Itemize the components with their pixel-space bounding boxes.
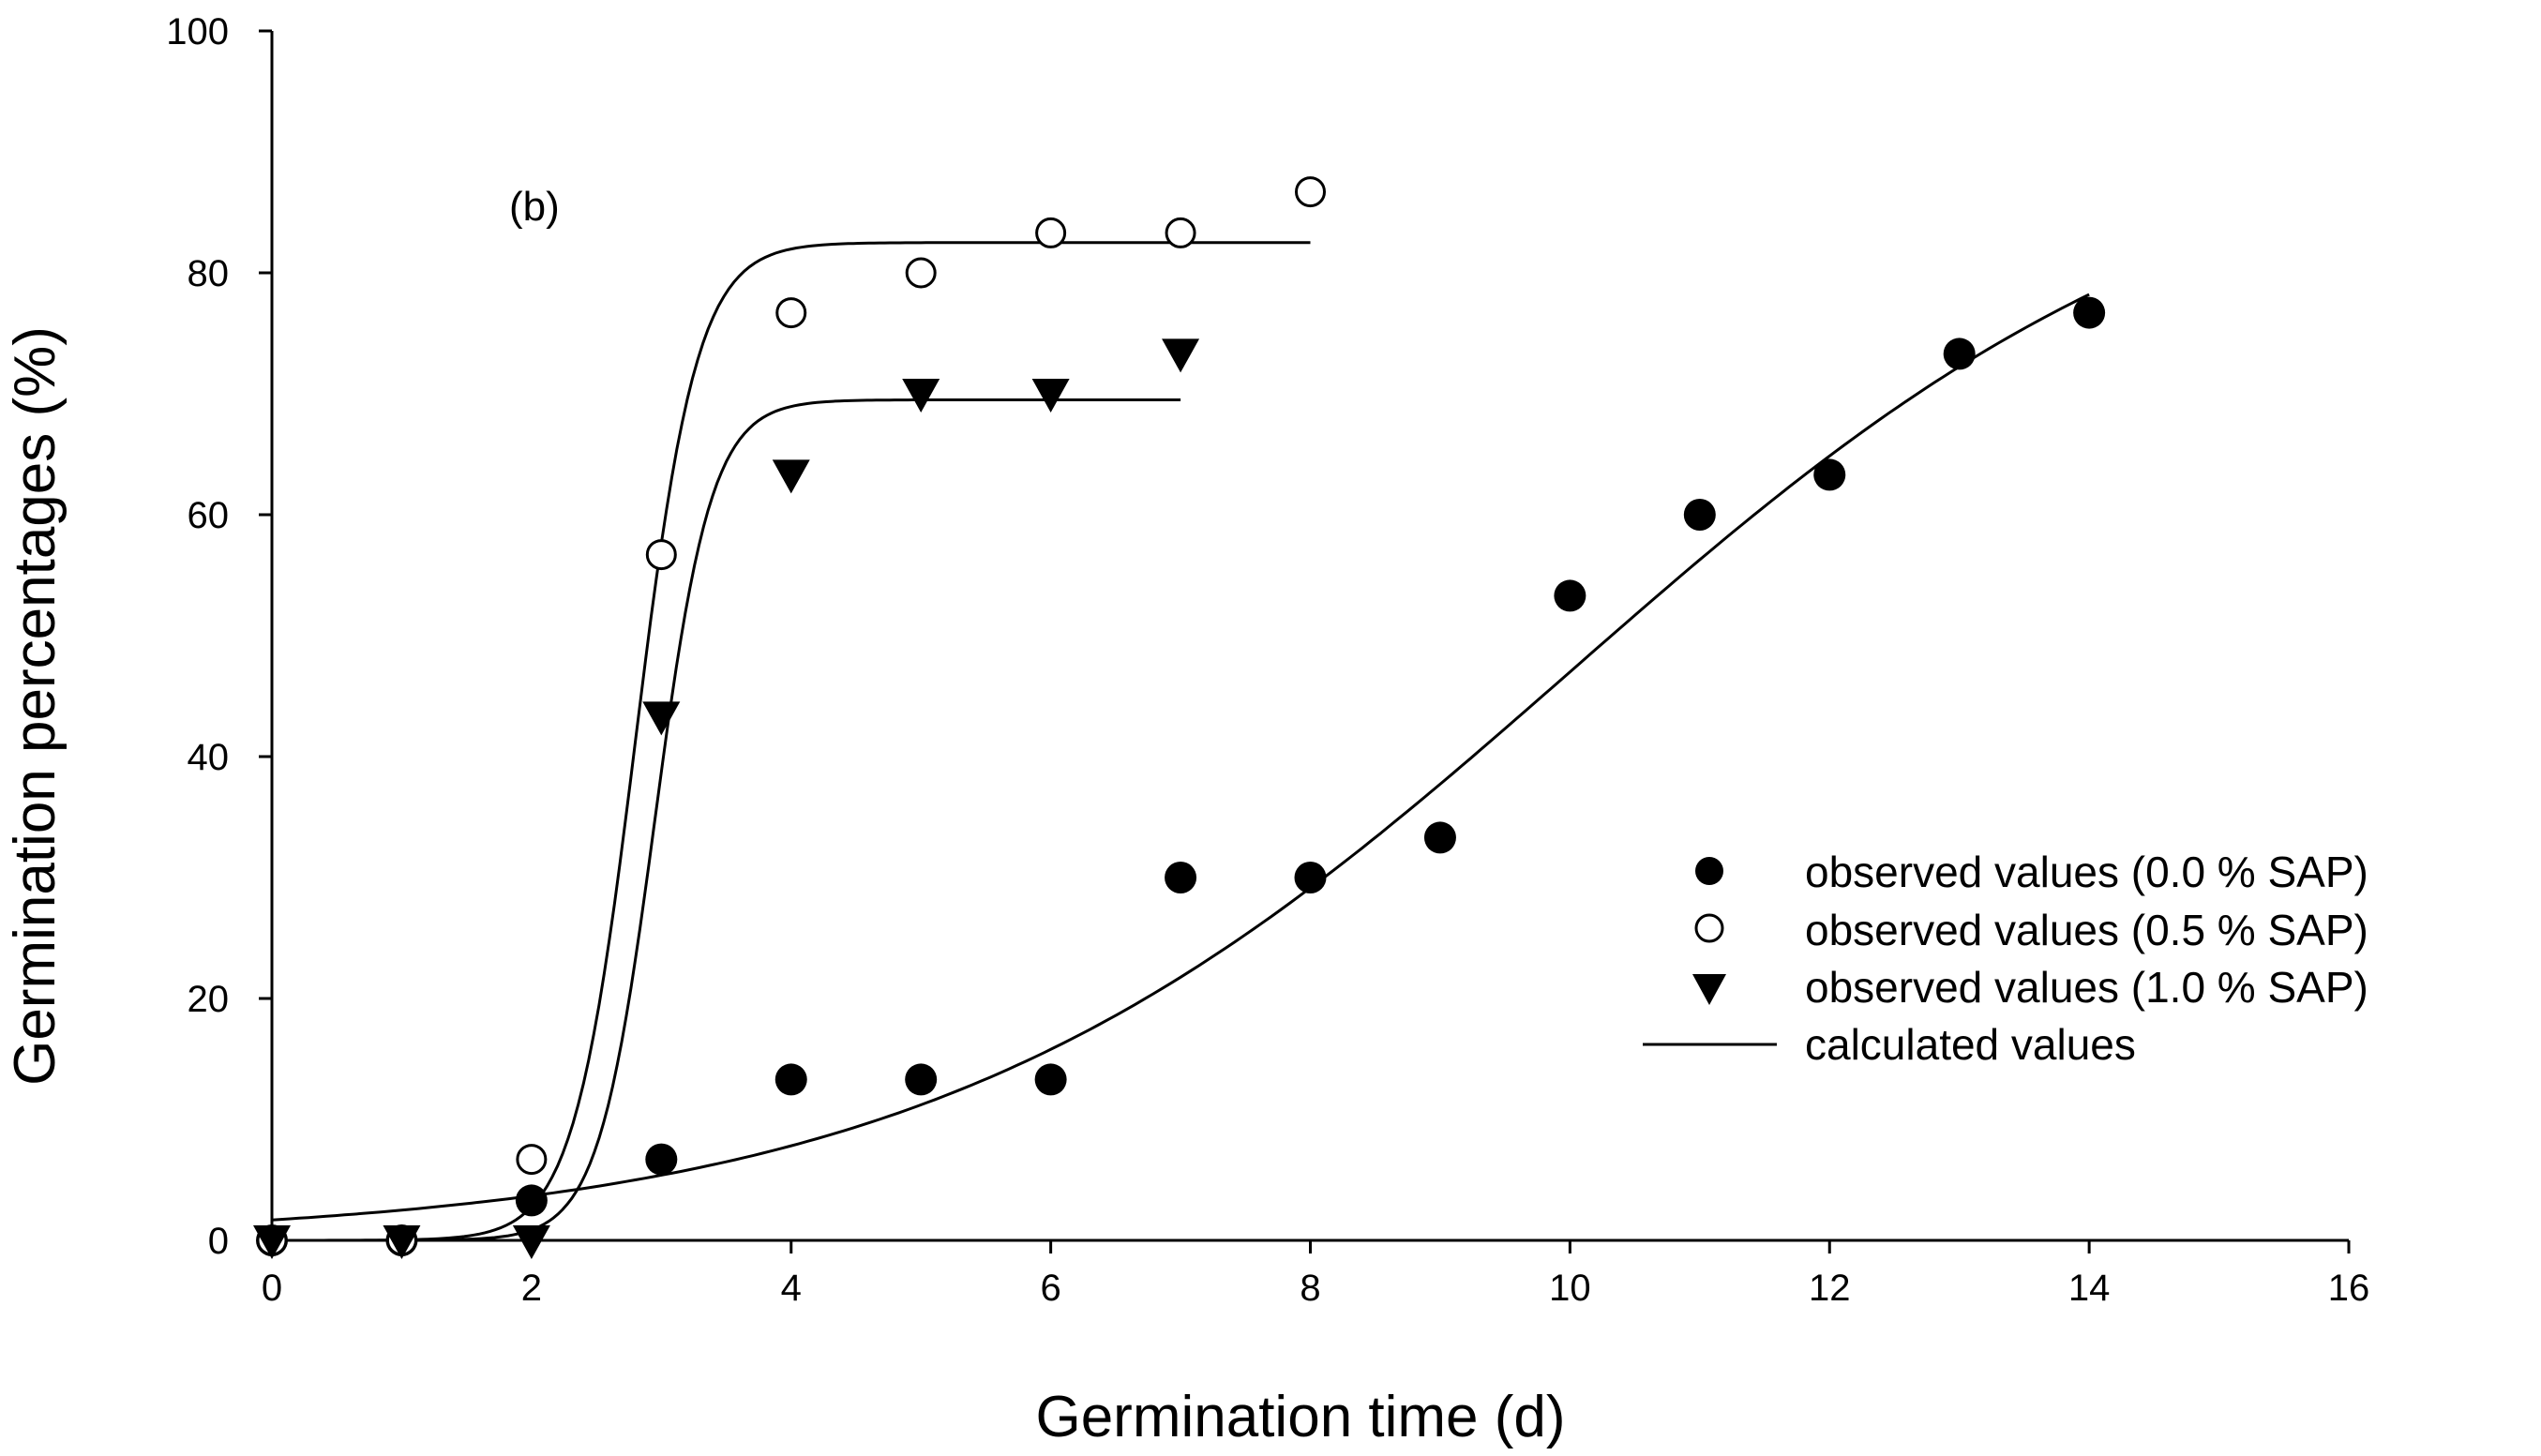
point-s0-x11 xyxy=(1683,499,1716,531)
calculated-curve-1 xyxy=(272,241,1311,1242)
series-0 xyxy=(256,296,2106,1256)
legend-label-1-0-sap: observed values (1.0 % SAP) xyxy=(1805,963,2368,1012)
x-tick-label-0: 0 xyxy=(262,1268,282,1309)
calculated-curves xyxy=(271,241,2090,1242)
calculated-curve-2 xyxy=(272,398,1181,1242)
point-s1-x6 xyxy=(1035,217,1067,248)
x-tick-label-2: 2 xyxy=(521,1268,542,1309)
axes: 0 2 4 6 8 10 12 14 16 0 20 40 60 80 100 xyxy=(166,11,2369,1309)
legend-label-0-5-sap: observed values (0.5 % SAP) xyxy=(1805,906,2368,954)
y-axis-title: Germination percentages (%) xyxy=(3,326,68,1086)
y-tick-label-20: 20 xyxy=(188,979,230,1020)
legend-marker-0-5-sap xyxy=(1694,913,1724,943)
x-tick-label-4: 4 xyxy=(781,1268,802,1309)
point-s1-x8 xyxy=(1295,176,1326,208)
observed-markers xyxy=(253,176,2106,1259)
point-s0-x12 xyxy=(1813,458,1846,491)
point-s2-x6 xyxy=(1031,379,1070,413)
point-s1-x4 xyxy=(775,297,807,329)
legend-label-calculated: calculated values xyxy=(1805,1020,2136,1069)
panel-label: (b) xyxy=(509,184,560,230)
x-tick-label-10: 10 xyxy=(1549,1268,1591,1309)
y-tick-label-100: 100 xyxy=(166,11,229,53)
point-s0-x4 xyxy=(774,1063,807,1096)
x-ticks: 0 2 4 6 8 10 12 14 16 xyxy=(262,1240,2369,1309)
point-s2-x0 xyxy=(253,1225,291,1259)
point-s2-x1 xyxy=(383,1225,421,1259)
point-s0-x10 xyxy=(1554,579,1586,612)
y-tick-label-40: 40 xyxy=(188,737,230,778)
legend-marker-0-0-sap xyxy=(1695,857,1723,885)
x-tick-label-14: 14 xyxy=(2068,1268,2111,1309)
legend-label-0-0-sap: observed values (0.0 % SAP) xyxy=(1805,848,2368,896)
calculated-curve-0 xyxy=(271,293,2090,1222)
point-s2-x3 xyxy=(642,701,681,736)
point-s0-x9 xyxy=(1423,821,1456,854)
y-ticks: 0 20 40 60 80 100 xyxy=(166,11,272,1262)
legend-marker-1-0-sap xyxy=(1692,974,1726,1005)
point-s0-x14 xyxy=(2073,296,2106,329)
point-s0-x5 xyxy=(905,1063,938,1096)
x-tick-label-12: 12 xyxy=(1809,1268,1851,1309)
point-s0-x7 xyxy=(1165,862,1197,893)
point-s1-x5 xyxy=(905,257,937,289)
y-tick-label-80: 80 xyxy=(188,253,230,294)
y-tick-label-0: 0 xyxy=(208,1221,229,1262)
point-s2-x2 xyxy=(512,1225,550,1259)
x-tick-label-16: 16 xyxy=(2328,1268,2370,1309)
y-tick-label-60: 60 xyxy=(188,495,230,536)
point-s2-x5 xyxy=(902,379,940,413)
point-s1-x7 xyxy=(1165,217,1196,248)
x-tick-label-6: 6 xyxy=(1041,1268,1061,1309)
point-s2-x7 xyxy=(1162,338,1200,373)
point-s0-x13 xyxy=(1943,338,1976,370)
x-tick-label-8: 8 xyxy=(1300,1268,1320,1309)
point-s0-x2 xyxy=(515,1184,548,1217)
x-axis-title: Germination time (d) xyxy=(1035,1385,1565,1449)
point-s0-x3 xyxy=(645,1143,678,1176)
point-s1-x2 xyxy=(516,1144,548,1176)
legend: observed values (0.0 % SAP) observed val… xyxy=(1643,848,2368,1069)
point-s1-x3 xyxy=(645,539,677,571)
point-s0-x6 xyxy=(1034,1063,1067,1096)
point-s2-x4 xyxy=(772,459,810,494)
point-s0-x8 xyxy=(1294,862,1327,893)
series-2 xyxy=(253,338,1200,1259)
